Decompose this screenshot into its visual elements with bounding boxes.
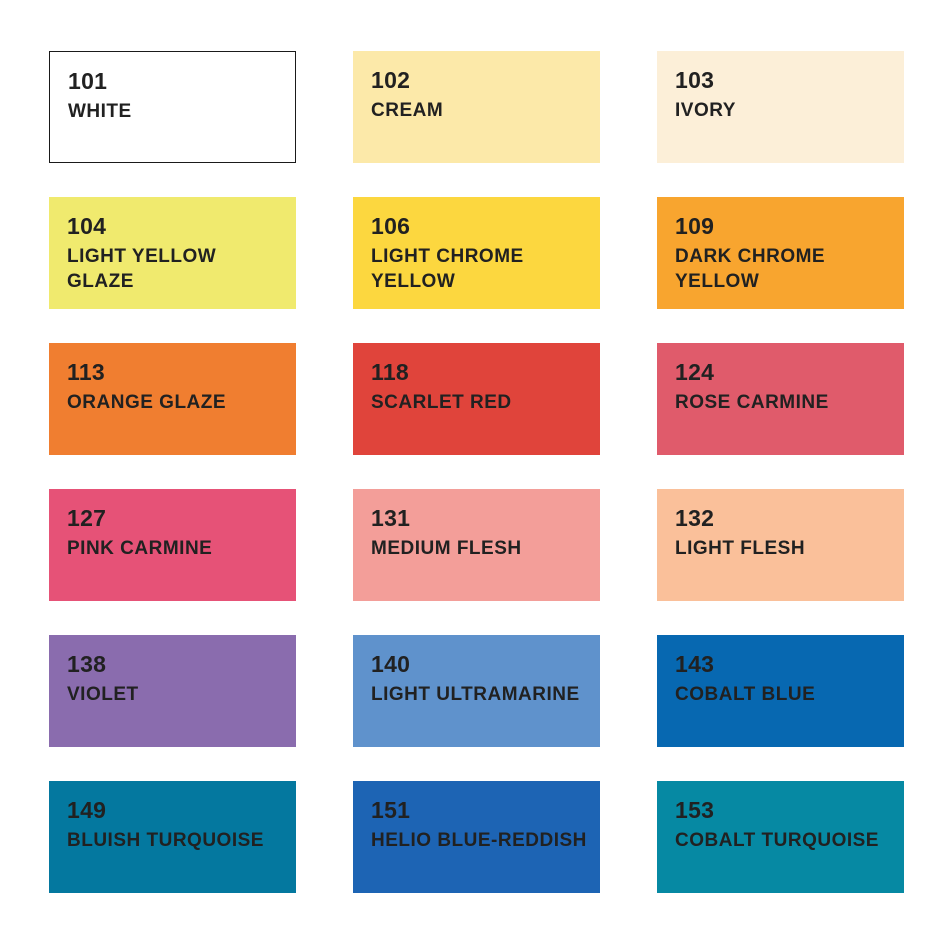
swatch-124-rose-carmine: 124 ROSE CARMINE (657, 343, 904, 455)
swatch-label: VIOLET (67, 684, 139, 705)
swatch-143-cobalt-blue: 143 COBALT BLUE (657, 635, 904, 747)
swatch-label: BLUISH TURQUOISE (67, 830, 264, 851)
swatch-code: 140 (371, 651, 411, 677)
swatch-151-helio-blue-reddish: 151 HELIO BLUE-REDDISH (353, 781, 600, 893)
swatch-113-orange-glaze: 113 ORANGE GLAZE (49, 343, 296, 455)
swatch-code: 109 (675, 213, 715, 239)
swatch-code: 106 (371, 213, 411, 239)
swatch-code: 127 (67, 505, 107, 531)
swatch-label: COBALT BLUE (675, 684, 816, 705)
swatch-code: 113 (67, 359, 106, 385)
swatch-code: 153 (675, 797, 715, 823)
swatch-label: ORANGE GLAZE (67, 392, 227, 413)
swatch-132-light-flesh: 132 LIGHT FLESH (657, 489, 904, 601)
swatch-101-white: 101 WHITE (49, 51, 296, 163)
swatch-label: COBALT TURQUOISE (675, 830, 879, 851)
swatch-label: WHITE (68, 101, 132, 122)
swatch-code: 124 (675, 359, 715, 385)
swatch-109-dark-chrome-yellow: 109 DARK CHROME YELLOW (657, 197, 904, 309)
swatch-149-bluish-turquoise: 149 BLUISH TURQUOISE (49, 781, 296, 893)
swatch-label: MEDIUM FLESH (371, 538, 522, 559)
swatch-code: 151 (371, 797, 411, 823)
swatch-label: IVORY (675, 100, 736, 121)
swatch-label: DARK CHROME YELLOW (675, 246, 826, 292)
swatch-grid: 101 WHITE 102 CREAM 103 IVORY 104 LIGHT … (49, 51, 904, 894)
swatch-code: 143 (675, 651, 715, 677)
swatch-code: 138 (67, 651, 107, 677)
swatch-153-cobalt-turquoise: 153 COBALT TURQUOISE (657, 781, 904, 893)
swatch-label: PINK CARMINE (67, 538, 213, 559)
swatch-code: 118 (371, 359, 410, 385)
swatch-code: 132 (675, 505, 715, 531)
swatch-106-light-chrome-yellow: 106 LIGHT CHROME YELLOW (353, 197, 600, 309)
swatch-label: LIGHT ULTRAMARINE (371, 684, 580, 705)
swatch-code: 104 (67, 213, 107, 239)
swatch-label: CREAM (371, 100, 444, 121)
swatch-label: LIGHT YELLOW GLAZE (67, 246, 217, 292)
swatch-code: 103 (675, 67, 715, 93)
swatch-label: LIGHT CHROME YELLOW (371, 246, 524, 292)
swatch-label: HELIO BLUE-REDDISH (371, 830, 587, 851)
swatch-code: 131 (371, 505, 411, 531)
swatch-label: ROSE CARMINE (675, 392, 829, 413)
swatch-102-cream: 102 CREAM (353, 51, 600, 163)
swatch-118-scarlet-red: 118 SCARLET RED (353, 343, 600, 455)
swatch-104-light-yellow-glaze: 104 LIGHT YELLOW GLAZE (49, 197, 296, 309)
swatch-131-medium-flesh: 131 MEDIUM FLESH (353, 489, 600, 601)
swatch-127-pink-carmine: 127 PINK CARMINE (49, 489, 296, 601)
swatch-138-violet: 138 VIOLET (49, 635, 296, 747)
swatch-code: 149 (67, 797, 107, 823)
swatch-label: SCARLET RED (371, 392, 512, 413)
swatch-code: 102 (371, 67, 411, 93)
swatch-140-light-ultramarine: 140 LIGHT ULTRAMARINE (353, 635, 600, 747)
swatch-label: LIGHT FLESH (675, 538, 806, 559)
swatch-code: 101 (68, 68, 108, 94)
swatch-103-ivory: 103 IVORY (657, 51, 904, 163)
